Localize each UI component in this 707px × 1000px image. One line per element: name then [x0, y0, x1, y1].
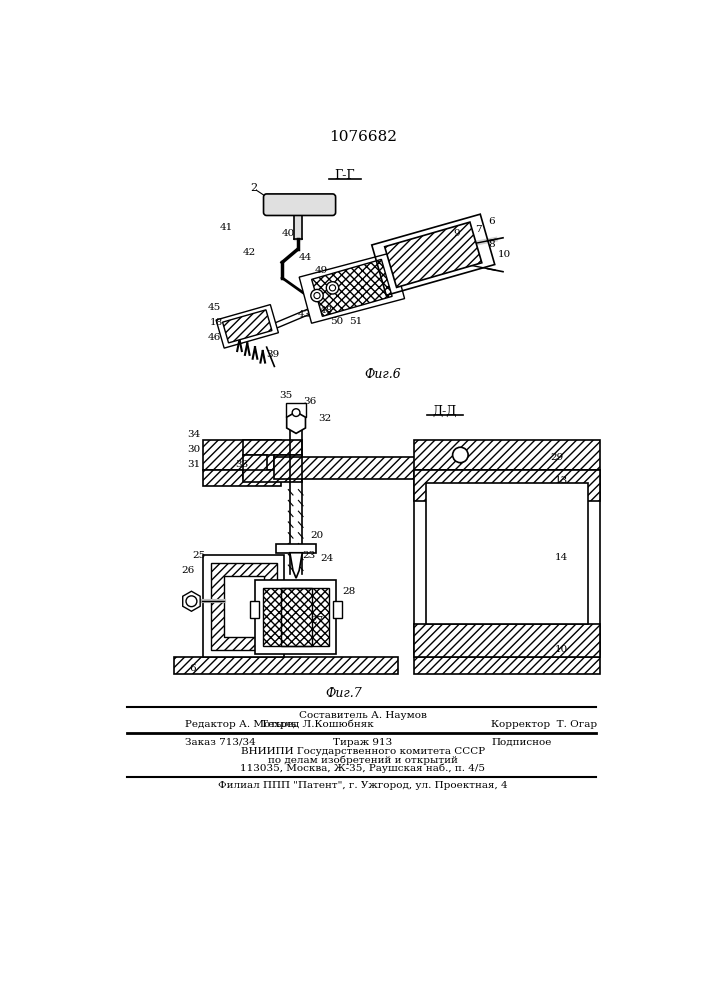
Text: ВНИИПИ Государственного комитета СССР: ВНИИПИ Государственного комитета СССР — [240, 747, 485, 756]
Text: 26: 26 — [181, 566, 194, 575]
Bar — [332, 601, 341, 618]
Bar — [414, 470, 600, 501]
Text: 41: 41 — [220, 223, 233, 232]
Text: 25: 25 — [192, 551, 206, 560]
Text: Заказ 713/34: Заказ 713/34 — [185, 738, 256, 747]
Text: 46: 46 — [207, 333, 221, 342]
Text: 32: 32 — [318, 414, 332, 423]
Text: Д-Д: Д-Д — [433, 405, 457, 418]
Text: 7: 7 — [475, 225, 481, 234]
Text: 44: 44 — [299, 253, 312, 262]
Text: 8: 8 — [488, 240, 495, 249]
Text: Тираж 913: Тираж 913 — [333, 738, 392, 747]
Text: 40: 40 — [281, 229, 295, 238]
Text: 20: 20 — [310, 531, 324, 540]
Text: 39: 39 — [267, 350, 279, 359]
Bar — [250, 601, 259, 618]
Text: 45: 45 — [208, 303, 221, 312]
Polygon shape — [385, 222, 482, 287]
Bar — [263, 588, 329, 646]
Bar — [274, 455, 301, 478]
Text: 1076682: 1076682 — [329, 130, 397, 144]
Text: 33: 33 — [235, 460, 248, 469]
Circle shape — [186, 596, 197, 607]
Text: 51: 51 — [349, 317, 363, 326]
Text: 13: 13 — [554, 476, 568, 485]
Text: Фиг.6: Фиг.6 — [365, 368, 402, 381]
FancyBboxPatch shape — [264, 194, 336, 215]
Bar — [414, 624, 600, 657]
Bar — [203, 440, 281, 470]
Text: 48: 48 — [320, 306, 333, 315]
Text: 23: 23 — [303, 551, 316, 560]
Bar — [414, 657, 600, 674]
Text: 10: 10 — [498, 250, 511, 259]
Text: 18: 18 — [209, 318, 223, 327]
Bar — [243, 455, 267, 478]
Bar — [203, 555, 284, 657]
Polygon shape — [312, 259, 392, 316]
Bar — [426, 483, 588, 624]
Text: 27: 27 — [310, 616, 324, 625]
Text: Подписное: Подписное — [491, 738, 551, 747]
Polygon shape — [223, 310, 272, 343]
Text: 14: 14 — [554, 553, 568, 562]
Text: 49: 49 — [314, 266, 327, 275]
Text: Составитель А. Наумов: Составитель А. Наумов — [299, 711, 426, 720]
Bar — [211, 563, 276, 650]
Text: 2: 2 — [250, 183, 257, 193]
Polygon shape — [290, 553, 303, 578]
Bar — [243, 440, 301, 455]
Bar — [224, 576, 264, 637]
Text: 6: 6 — [488, 217, 495, 226]
Text: 9: 9 — [453, 229, 460, 238]
Polygon shape — [216, 305, 279, 348]
Text: Корректор  Т. Огар: Корректор Т. Огар — [491, 720, 597, 729]
Text: 31: 31 — [187, 460, 200, 469]
Text: 43: 43 — [297, 310, 310, 319]
Circle shape — [327, 282, 339, 294]
Text: Фиг.7: Фиг.7 — [326, 687, 363, 700]
Text: 10: 10 — [554, 645, 568, 654]
Text: 29: 29 — [551, 453, 564, 462]
Bar — [276, 544, 316, 553]
Text: Филиал ППП "Патент", г. Ужгород, ул. Проектная, 4: Филиал ППП "Патент", г. Ужгород, ул. Про… — [218, 781, 508, 790]
Bar — [203, 470, 281, 486]
Circle shape — [292, 409, 300, 416]
Bar — [281, 588, 312, 646]
Circle shape — [329, 285, 336, 291]
Bar — [174, 657, 398, 674]
Text: 50: 50 — [329, 317, 343, 326]
Text: 113035, Москва, Ж-35, Раушская наб., п. 4/5: 113035, Москва, Ж-35, Раушская наб., п. … — [240, 764, 485, 773]
Text: Редактор А. Мотыль: Редактор А. Мотыль — [185, 720, 297, 729]
Text: Техред Л.Кошюбняк: Техред Л.Кошюбняк — [261, 720, 373, 729]
Polygon shape — [299, 252, 404, 323]
Text: 24: 24 — [320, 554, 334, 563]
Bar — [255, 580, 337, 654]
Text: по делам изобретений и открытий: по делам изобретений и открытий — [268, 755, 457, 765]
Text: 28: 28 — [342, 587, 356, 596]
Text: 30: 30 — [187, 445, 200, 454]
Bar — [414, 440, 600, 470]
Circle shape — [314, 292, 320, 299]
Text: 6: 6 — [189, 664, 197, 673]
Text: 36: 36 — [303, 397, 317, 406]
Text: Г-Г: Г-Г — [334, 169, 354, 182]
Bar — [414, 470, 600, 655]
Text: 34: 34 — [187, 430, 200, 439]
Circle shape — [311, 289, 323, 302]
Circle shape — [452, 447, 468, 463]
Bar — [274, 457, 429, 479]
Text: 35: 35 — [279, 391, 293, 400]
Bar — [286, 403, 306, 417]
Text: 42: 42 — [243, 248, 256, 257]
Bar — [243, 470, 301, 482]
